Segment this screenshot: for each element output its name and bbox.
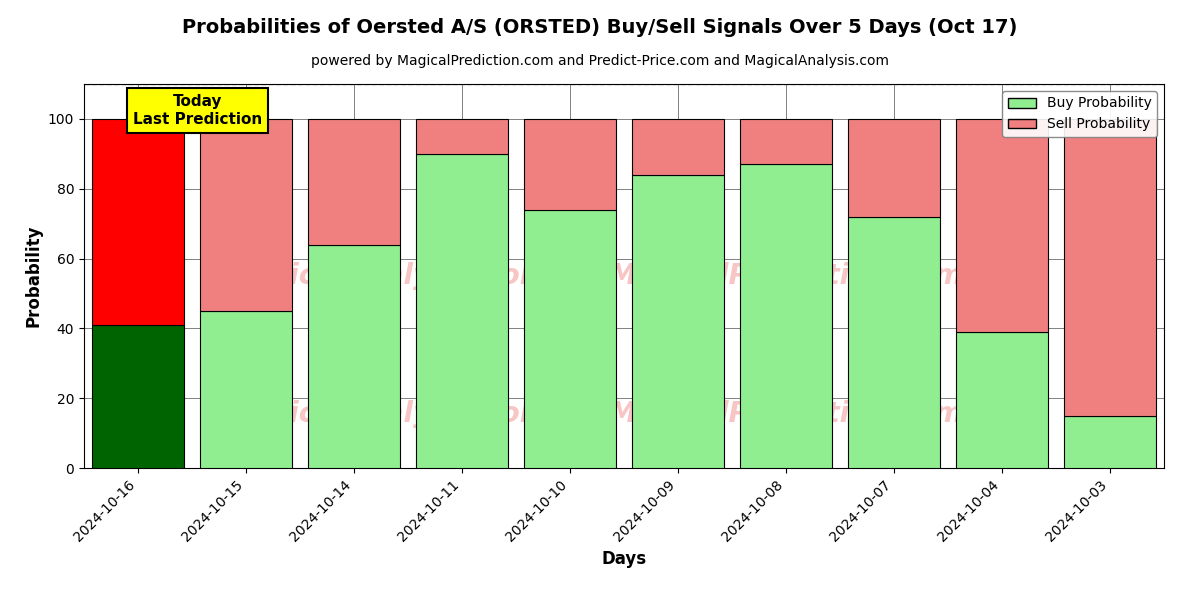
Bar [524, 209, 616, 468]
Bar [632, 119, 724, 175]
Text: MagicalAnalysis.com: MagicalAnalysis.com [223, 400, 550, 428]
Text: MagicalPrediction.com: MagicalPrediction.com [608, 400, 964, 428]
Legend: Buy Probability, Sell Probability: Buy Probability, Sell Probability [1002, 91, 1157, 137]
Y-axis label: Probability: Probability [24, 225, 42, 327]
Bar [200, 119, 292, 311]
Bar [92, 325, 184, 468]
Bar [1064, 416, 1156, 468]
Bar [92, 119, 184, 325]
Bar [740, 164, 832, 468]
Bar [848, 217, 940, 468]
Bar [956, 332, 1048, 468]
Text: powered by MagicalPrediction.com and Predict-Price.com and MagicalAnalysis.com: powered by MagicalPrediction.com and Pre… [311, 54, 889, 68]
Bar [308, 245, 400, 468]
Bar [416, 154, 508, 468]
Bar [200, 311, 292, 468]
Text: Probabilities of Oersted A/S (ORSTED) Buy/Sell Signals Over 5 Days (Oct 17): Probabilities of Oersted A/S (ORSTED) Bu… [182, 18, 1018, 37]
Bar [308, 119, 400, 245]
Text: Today
Last Prediction: Today Last Prediction [133, 94, 262, 127]
Text: MagicalPrediction.com: MagicalPrediction.com [608, 262, 964, 290]
X-axis label: Days: Days [601, 550, 647, 568]
Bar [848, 119, 940, 217]
Bar [524, 119, 616, 209]
Bar [1064, 119, 1156, 416]
Bar [740, 119, 832, 164]
Bar [956, 119, 1048, 332]
Bar [416, 119, 508, 154]
Bar [632, 175, 724, 468]
Text: MagicalAnalysis.com: MagicalAnalysis.com [223, 262, 550, 290]
